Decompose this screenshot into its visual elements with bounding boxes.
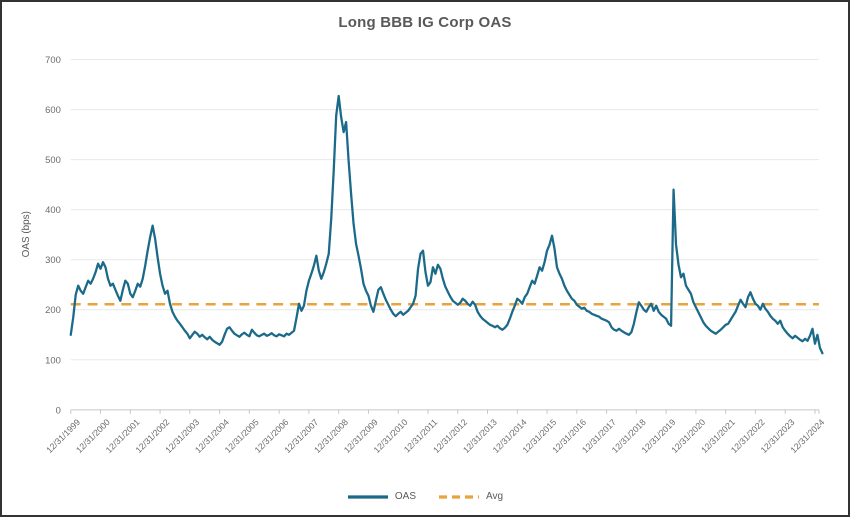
chart-title: Long BBB IG Corp OAS xyxy=(338,14,512,31)
legend-label-oas: OAS xyxy=(394,491,417,502)
y-tick-label: 0 xyxy=(56,404,61,415)
legend-item-oas: OAS xyxy=(347,491,416,502)
y-tick-label: 600 xyxy=(45,104,61,115)
y-tick-label: 200 xyxy=(45,304,61,315)
avg-line-swatch xyxy=(439,494,480,499)
y-tick-label: 300 xyxy=(45,254,61,265)
axis-tick-labels: 010020030040050060070012/31/199912/31/20… xyxy=(44,54,826,455)
legend-label-avg: Avg xyxy=(486,491,504,502)
legend: OAS Avg xyxy=(2,491,848,502)
y-axis-title: OAS (bps) xyxy=(21,211,32,257)
oas-series-line xyxy=(69,94,824,355)
y-tick-label: 100 xyxy=(45,354,61,365)
y-tick-label: 500 xyxy=(45,154,61,165)
y-tick-label: 700 xyxy=(45,54,61,65)
axes xyxy=(70,409,820,414)
series-lines xyxy=(69,94,824,355)
gridlines xyxy=(70,59,819,361)
oas-line-swatch xyxy=(347,494,388,499)
y-tick-label: 400 xyxy=(45,204,61,215)
legend-item-avg: Avg xyxy=(438,491,503,502)
